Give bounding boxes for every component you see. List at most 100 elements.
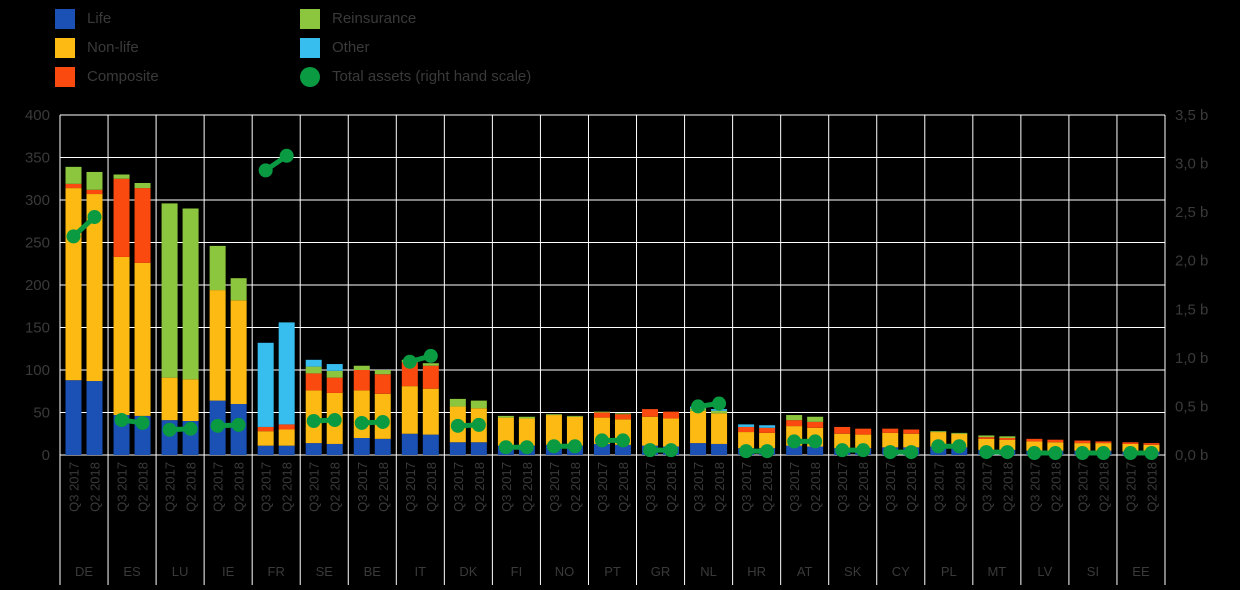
- right-axis-tick-label: 3,0 b: [1175, 156, 1208, 173]
- bar-segment-life: [422, 434, 439, 455]
- bar-segment-reinsurance: [230, 278, 247, 301]
- x-tick-label: Q2 2018: [520, 462, 535, 512]
- bar-segment-composite: [786, 420, 803, 427]
- country-label: HR: [747, 564, 766, 579]
- total-assets-dot: [1123, 446, 1138, 461]
- bar-segment-composite: [834, 426, 851, 434]
- x-tick-label: Q3 2017: [499, 462, 514, 512]
- bar-segment-non_life: [161, 377, 178, 421]
- country-label: ES: [123, 564, 141, 579]
- total-assets-dot: [231, 417, 246, 432]
- bar-segment-non_life: [663, 418, 680, 447]
- bar-segment-composite: [882, 428, 899, 433]
- total-assets-dot: [979, 445, 994, 460]
- bar-segment-reinsurance: [930, 431, 947, 433]
- x-tick-label: Q3 2017: [211, 462, 226, 512]
- bar-segment-reinsurance: [951, 432, 968, 434]
- total-assets-dot: [1048, 446, 1063, 461]
- other-swatch-icon: [300, 37, 320, 58]
- x-tick-label: Q2 2018: [328, 462, 343, 512]
- x-tick-label: Q2 2018: [136, 462, 151, 512]
- total-assets-dot: [135, 415, 150, 430]
- bar-segment-reinsurance: [113, 174, 130, 179]
- bar-segment-reinsurance: [449, 398, 466, 407]
- bar-segment-non_life: [566, 416, 583, 446]
- bar-segment-composite: [593, 412, 610, 418]
- country-label: PT: [604, 564, 621, 579]
- bar-segment-non_life: [422, 388, 439, 435]
- x-tick-label: Q2 2018: [472, 462, 487, 512]
- bar-segment-composite: [642, 409, 659, 417]
- bar-segment-life: [86, 381, 103, 455]
- bar-segment-composite: [305, 373, 322, 391]
- left-axis-tick-label: 200: [25, 277, 50, 294]
- bar-segment-non_life: [86, 194, 103, 382]
- bar-segment-non_life: [230, 300, 247, 404]
- total-assets-dot: [210, 418, 225, 433]
- country-label: MT: [987, 564, 1006, 579]
- total-assets-dot: [450, 418, 465, 433]
- total-assets-dot: [375, 414, 390, 429]
- x-tick-label: Q3 2017: [67, 462, 82, 512]
- x-tick-label: Q2 2018: [1144, 462, 1159, 512]
- total-assets-dot: [258, 163, 273, 178]
- bar-segment-reinsurance: [209, 245, 226, 291]
- bar-segment-composite: [401, 362, 418, 387]
- x-tick-label: Q3 2017: [1027, 462, 1042, 512]
- x-tick-label: Q3 2017: [163, 462, 178, 512]
- total-assets-dot: [1096, 446, 1111, 461]
- x-tick-label: Q2 2018: [664, 462, 679, 512]
- bar-segment-composite: [738, 426, 755, 433]
- x-tick-label: Q3 2017: [115, 462, 130, 512]
- total-assets-dot: [546, 439, 561, 454]
- country-label: BE: [364, 564, 382, 579]
- bar-segment-composite: [134, 188, 151, 263]
- total-assets-dot: [471, 417, 486, 432]
- bar-segment-non_life: [401, 386, 418, 434]
- right-axis-tick-label: 0,0 b: [1175, 447, 1208, 464]
- bar-segment-composite: [257, 426, 274, 432]
- total-assets-dot: [183, 421, 198, 436]
- bar-segment-reinsurance: [353, 365, 370, 370]
- total-assets-dot: [952, 439, 967, 454]
- total-assets-dot: [162, 422, 177, 437]
- legend-item-reinsurance: Reinsurance: [300, 4, 531, 33]
- total-assets-dot: [354, 415, 369, 430]
- bar-segment-reinsurance: [978, 435, 995, 438]
- bar-segment-non_life: [182, 379, 199, 421]
- x-tick-label: Q3 2017: [787, 462, 802, 512]
- bar-segment-non_life: [642, 416, 659, 446]
- bar-segment-non_life: [738, 432, 755, 449]
- total-assets-dot: [594, 433, 609, 448]
- legend-item-total-assets: Total assets (right hand scale): [300, 62, 531, 91]
- bar-segment-other: [759, 425, 776, 428]
- bar-segment-non_life: [134, 262, 151, 416]
- bar-segment-composite: [903, 429, 920, 434]
- bar-segment-life: [278, 445, 295, 455]
- bar-segment-composite: [1026, 438, 1043, 442]
- bar-segment-non_life: [999, 439, 1016, 450]
- bar-segment-non_life: [65, 188, 82, 381]
- bar-segment-composite: [326, 377, 343, 393]
- legend-label-composite: Composite: [87, 68, 159, 85]
- bar-segment-life: [449, 442, 466, 455]
- x-tick-label: Q2 2018: [616, 462, 631, 512]
- bar-segment-life: [374, 438, 391, 455]
- bar-segment-composite: [1047, 439, 1064, 443]
- bar-segment-reinsurance: [470, 400, 487, 409]
- bar-segment-reinsurance: [593, 411, 610, 413]
- legend-label-life: Life: [87, 10, 112, 27]
- right-axis-tick-label: 0,5 b: [1175, 398, 1208, 415]
- x-tick-label: Q2 2018: [376, 462, 391, 512]
- total-assets-dot: [835, 443, 850, 458]
- bar-segment-non_life: [882, 432, 899, 448]
- bar-segment-composite: [1095, 441, 1112, 444]
- total-assets-dot: [1000, 445, 1015, 460]
- country-label: SI: [1087, 564, 1099, 579]
- country-label: NO: [555, 564, 575, 579]
- x-tick-label: Q2 2018: [1048, 462, 1063, 512]
- x-tick-label: Q3 2017: [403, 462, 418, 512]
- bar-segment-life: [305, 443, 322, 455]
- bar-segment-life: [65, 380, 82, 455]
